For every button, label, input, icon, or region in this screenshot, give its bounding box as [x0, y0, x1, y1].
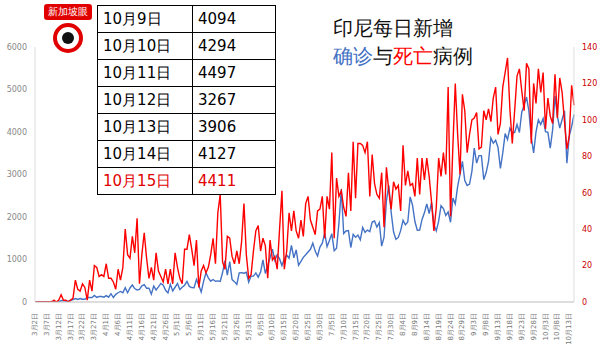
- svg-text:1000: 1000: [7, 255, 27, 264]
- svg-text:2000: 2000: [7, 213, 27, 222]
- svg-text:8月24日: 8月24日: [447, 313, 455, 340]
- svg-text:4月21日: 4月21日: [150, 313, 158, 340]
- svg-text:4月11日: 4月11日: [126, 313, 134, 340]
- svg-text:8月4日: 8月4日: [399, 313, 407, 336]
- html-text:4497: 4497: [198, 64, 237, 82]
- svg-text:7月10日: 7月10日: [340, 313, 348, 340]
- svg-text:4000: 4000: [7, 128, 27, 137]
- svg-text:6月30日: 6月30日: [316, 313, 324, 340]
- svg-text:3月2日: 3月2日: [31, 313, 39, 336]
- svg-text:3月17日: 3月17日: [67, 313, 75, 340]
- svg-text:9月28日: 9月28日: [530, 313, 538, 340]
- svg-text:7月5日: 7月5日: [328, 313, 336, 336]
- svg-text:6月15日: 6月15日: [280, 313, 288, 340]
- html-text:10月13日: 10月13日: [103, 117, 172, 136]
- svg-text:3000: 3000: [7, 170, 27, 179]
- svg-text:8月19日: 8月19日: [435, 313, 443, 340]
- svg-text:9月18日: 9月18日: [506, 313, 514, 340]
- svg-text:5月6日: 5月6日: [185, 313, 193, 336]
- svg-text:4月6日: 4月6日: [114, 313, 122, 336]
- svg-text:5月11日: 5月11日: [197, 313, 205, 340]
- html-text:新加坡眼: 新加坡眼: [48, 6, 88, 17]
- html-text:10月9日: 10月9日: [103, 9, 162, 28]
- svg-text:6月25日: 6月25日: [304, 313, 312, 340]
- svg-text:3月7日: 3月7日: [43, 313, 51, 336]
- svg-text:120: 120: [582, 79, 597, 88]
- html-text:10月11日: 10月11日: [103, 63, 172, 82]
- svg-text:4月16日: 4月16日: [138, 313, 146, 340]
- svg-text:10月8日: 10月8日: [553, 313, 561, 340]
- svg-text:6月20日: 6月20日: [292, 313, 300, 340]
- svg-text:9月8日: 9月8日: [482, 313, 490, 336]
- svg-text:60: 60: [582, 189, 592, 198]
- html-text:3906: 3906: [198, 118, 237, 136]
- html-text:10月12日: 10月12日: [103, 90, 172, 109]
- svg-text:8月14日: 8月14日: [423, 313, 431, 340]
- svg-text:7月20日: 7月20日: [363, 313, 371, 340]
- html-text:3267: 3267: [198, 91, 237, 109]
- svg-text:7月15日: 7月15日: [352, 313, 360, 340]
- svg-text:0: 0: [582, 298, 587, 307]
- svg-text:6月10日: 6月10日: [268, 313, 276, 340]
- svg-text:20: 20: [582, 261, 592, 270]
- svg-text:4月1日: 4月1日: [102, 313, 110, 336]
- html-text:4294: 4294: [198, 37, 237, 55]
- html-text:10月10日: 10月10日: [103, 36, 172, 55]
- svg-text:7月30日: 7月30日: [387, 313, 395, 340]
- svg-text:5月31日: 5月31日: [245, 313, 253, 340]
- svg-text:5月16日: 5月16日: [209, 313, 217, 340]
- svg-text:9月23日: 9月23日: [518, 313, 526, 340]
- html-text:4094: 4094: [198, 10, 237, 28]
- svg-text:4月26日: 4月26日: [162, 313, 170, 340]
- svg-text:9月3日: 9月3日: [470, 313, 478, 336]
- html-text:4127: 4127: [198, 145, 237, 163]
- svg-text:80: 80: [582, 152, 592, 161]
- svg-text:3月22日: 3月22日: [78, 313, 86, 340]
- svg-text:5月21日: 5月21日: [221, 313, 229, 340]
- svg-text:100: 100: [582, 116, 597, 125]
- svg-text:6000: 6000: [7, 43, 27, 52]
- svg-text:9月13日: 9月13日: [494, 313, 502, 340]
- svg-text:8月9日: 8月9日: [411, 313, 419, 336]
- html-text:10月15日: 10月15日: [103, 171, 172, 190]
- svg-text:5月1日: 5月1日: [173, 313, 181, 336]
- svg-text:5000: 5000: [7, 85, 27, 94]
- svg-text:8月29日: 8月29日: [458, 313, 466, 340]
- svg-text:40: 40: [582, 225, 592, 234]
- html-text:印尼每日新增: 印尼每日新增: [333, 16, 453, 40]
- svg-text:10月13日: 10月13日: [565, 313, 573, 345]
- svg-text:140: 140: [582, 43, 597, 52]
- svg-text:3月27日: 3月27日: [90, 313, 98, 340]
- html-text:10月14日: 10月14日: [103, 144, 172, 163]
- svg-text:3月12日: 3月12日: [55, 313, 63, 340]
- html-text:确诊与死亡病例: 确诊与死亡病例: [333, 44, 473, 68]
- svg-text:5月26日: 5月26日: [233, 313, 241, 340]
- svg-text:6月5日: 6月5日: [257, 313, 265, 336]
- html-text:4411: 4411: [198, 172, 237, 190]
- svg-text:0: 0: [22, 298, 27, 307]
- svg-text:7月25日: 7月25日: [375, 313, 383, 340]
- svg-text:10月3日: 10月3日: [542, 313, 550, 340]
